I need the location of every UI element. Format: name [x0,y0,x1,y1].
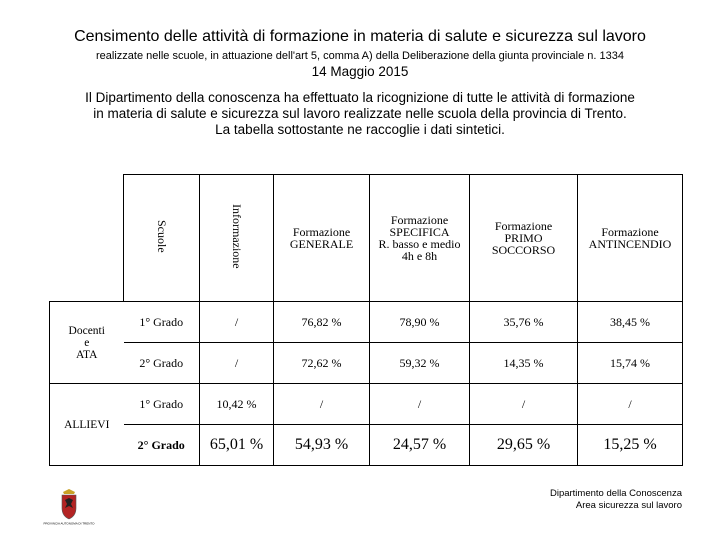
footer-credits: Dipartimento della Conoscenza Area sicur… [550,488,682,512]
cell-specifica: 24,57 % [369,424,470,466]
cell-specifica: 59,32 % [369,342,470,384]
header-generale: Formazione GENERALE [273,174,370,302]
intro-line: Il Dipartimento della conoscenza ha effe… [85,90,635,105]
group-docenti: Docenti e ATA [49,301,124,384]
cell-antincendio: / [577,383,683,425]
summary-table: Scuole Informazione Formazione GENERALE … [49,174,683,466]
intro-line: La tabella sottostante ne raccoglie i da… [215,122,505,137]
cell-generale: / [273,383,370,425]
header-scuole: Scuole [123,174,200,302]
cell-grado: 1° Grado [123,301,200,343]
cell-antincendio: 15,25 % [577,424,683,466]
page-date: 14 Maggio 2015 [311,64,409,79]
cell-primo-soccorso: 35,76 % [469,301,578,343]
cell-generale: 72,62 % [273,342,370,384]
cell-antincendio: 38,45 % [577,301,683,343]
svg-text:PROVINCIA AUTONOMA DI TRENTO: PROVINCIA AUTONOMA DI TRENTO [43,522,95,526]
cell-informazione: 10,42 % [199,383,274,425]
cell-informazione: 65,01 % [199,424,274,466]
table-row: 2° Grado 65,01 % 54,93 % 24,57 % 29,65 %… [50,424,683,466]
cell-informazione: / [199,301,274,343]
cell-primo-soccorso: / [469,383,578,425]
cell-generale: 54,93 % [273,424,370,466]
cell-antincendio: 15,74 % [577,342,683,384]
cell-primo-soccorso: 14,35 % [469,342,578,384]
footer-line: Dipartimento della Conoscenza [549,488,682,499]
footer-line: Area sicurezza sul lavoro [575,500,682,511]
coat-of-arms-icon: PROVINCIA AUTONOMA DI TRENTO [43,489,95,526]
header-primo-soccorso: Formazione PRIMO SOCCORSO [469,174,578,302]
page-title: Censimento delle attività di formazione … [74,28,646,45]
header-informazione: Informazione [199,174,274,302]
group-allievi: ALLIEVI [49,383,124,466]
header-informazione-label: Informazione [230,203,244,269]
province-logo: PROVINCIA AUTONOMA DI TRENTO [36,488,102,526]
page-subtitle: realizzate nelle scuole, in attuazione d… [96,50,624,62]
cell-informazione: / [199,342,274,384]
cell-grado: 1° Grado [123,383,200,425]
header-antincendio: Formazione ANTINCENDIO [577,174,683,302]
intro-line: in materia di salute e sicurezza sul lav… [93,106,627,121]
table-row: ALLIEVI 1° Grado 10,42 % / / / / [49,383,683,466]
cell-specifica: / [369,383,470,425]
cell-primo-soccorso: 29,65 % [469,424,578,466]
cell-grado: 2° Grado [123,424,200,466]
cell-grado: 2° Grado [123,342,200,384]
header-scuole-label: Scuole [155,219,169,253]
table-row: 2° Grado / 72,62 % 59,32 % 14,35 % 15,74… [50,342,683,384]
table-row: Docenti e ATA 1° Grado / 76,82 % 78,90 %… [49,301,683,384]
header-specifica: Formazione SPECIFICA R. basso e medio 4h… [369,174,470,302]
cell-generale: 76,82 % [273,301,370,343]
intro-paragraph: Il Dipartimento della conoscenza ha effe… [60,90,660,138]
cell-specifica: 78,90 % [369,301,470,343]
table-header-row: Scuole Informazione Formazione GENERALE … [50,174,683,302]
